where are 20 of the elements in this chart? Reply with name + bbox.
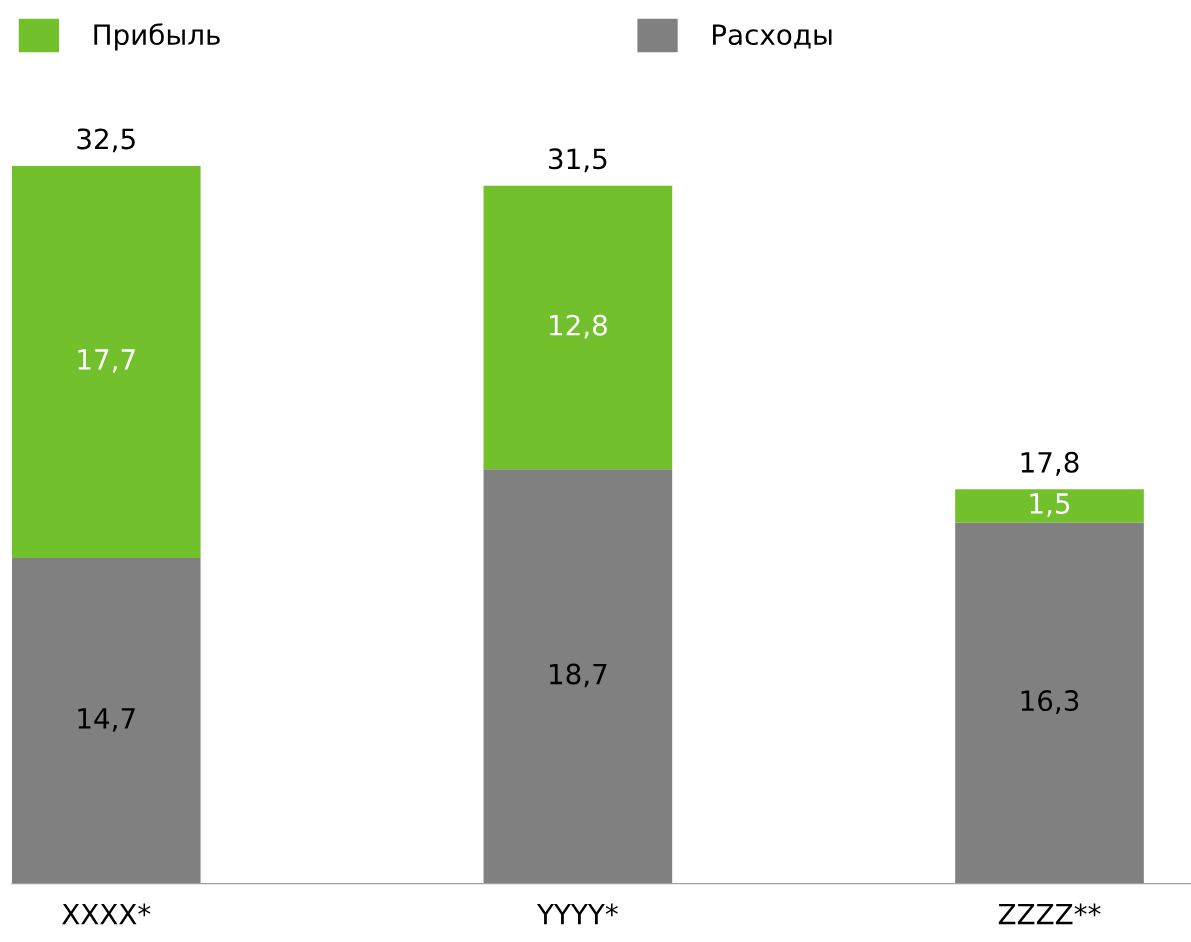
- bar: [11, 557, 201, 884]
- data-label: 12,8: [550, 314, 607, 339]
- x-tick-label: XXXX*: [62, 903, 151, 925]
- total-label: 17,8: [1021, 451, 1079, 476]
- bar: [11, 165, 201, 558]
- data-label: 17,7: [78, 349, 135, 373]
- legend-label: Расходы: [713, 24, 832, 49]
- bar: [483, 185, 673, 470]
- x-tick-label: YYYY*: [536, 903, 618, 925]
- bar: [955, 522, 1144, 884]
- data-label: 16,3: [1021, 690, 1079, 714]
- data-label: 18,7: [550, 663, 607, 688]
- bar: [955, 489, 1144, 523]
- total-label: 31,5: [549, 148, 607, 173]
- data-label: 1,5: [1030, 493, 1070, 517]
- x-tick-label: ZZZZ**: [998, 903, 1101, 925]
- legend-label: Прибыль: [94, 23, 220, 51]
- bar: [483, 469, 673, 884]
- data-label: 14,7: [78, 708, 135, 732]
- total-label: 32,5: [77, 128, 135, 153]
